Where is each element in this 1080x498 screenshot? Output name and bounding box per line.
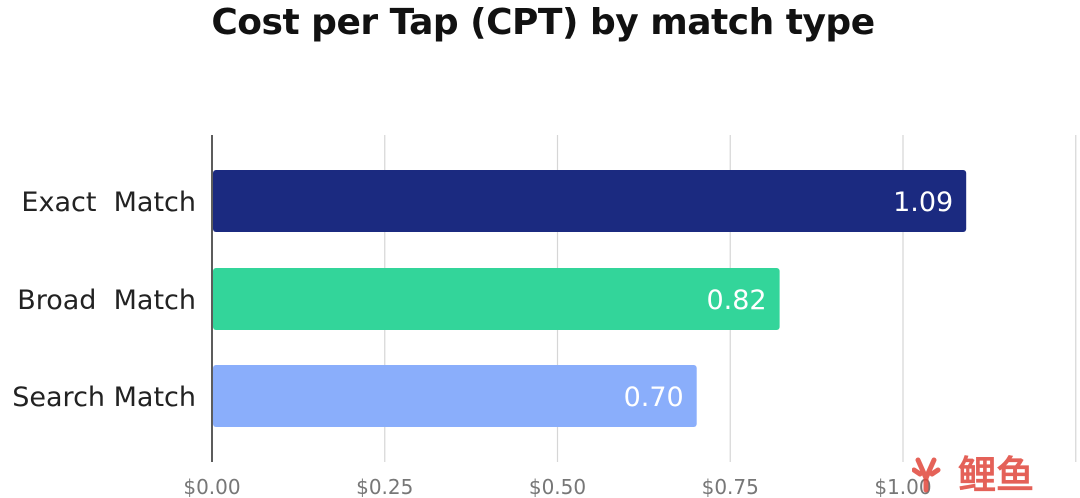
data-label: 1.09 [893,187,953,218]
x-tick-label: $1.00 [874,475,931,497]
category-label: Exact Match [21,187,196,218]
category-label: Broad Match [17,285,196,316]
watermark-text: 鲤鱼 [958,453,1034,497]
bar [213,268,780,330]
data-label: 0.82 [706,285,766,316]
bar [213,170,967,232]
watermark-logo: 鲤鱼 [912,453,1034,497]
category-labels: Exact Match Broad Match Search Match [12,187,196,413]
bar [213,365,697,427]
x-tick-label: $0.75 [702,475,759,497]
x-tick-labels: $0.00 $0.25 $0.50 $0.75 $1.00 [183,475,931,497]
x-tick-label: $0.25 [356,475,413,497]
category-label: Search Match [12,382,196,413]
x-tick-label: $0.50 [529,475,586,497]
data-label: 0.70 [624,382,684,413]
bars: 1.09 0.82 0.70 [213,170,967,427]
fire-icon [912,457,941,493]
chart-title: Cost per Tap (CPT) by match type [211,2,875,43]
x-tick-label: $0.00 [183,475,240,497]
